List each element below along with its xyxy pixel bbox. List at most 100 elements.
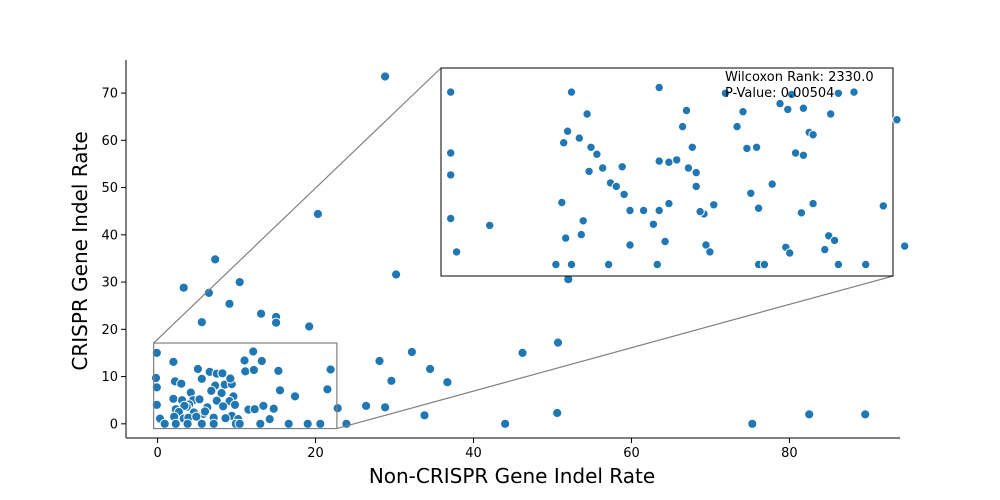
data-point [178,282,189,293]
inset-data-point [826,109,836,119]
data-point [203,287,214,298]
inset-data-point [796,208,807,218]
stat-annotation: P-Value: 0.00504 [725,86,834,101]
inset-data-point [720,88,731,99]
x-tick-label: 80 [781,446,798,461]
inset-data-point [695,206,705,217]
inset-data-point [833,259,844,270]
data-point [248,364,259,376]
y-tick-label: 10 [101,370,118,385]
inset-data-point [561,233,571,243]
data-point [322,384,333,395]
inset-data-point [557,197,567,208]
inset-data-point [562,126,573,136]
data-point [196,418,207,429]
data-point [258,400,269,411]
y-tick-label: 70 [101,87,118,102]
data-point [208,418,219,429]
data-point [159,418,170,429]
inset-data-point [551,259,561,270]
inset-data-point [576,229,586,240]
inset-data-point [892,115,902,125]
inset-data-point [446,213,456,224]
inset-data-point [861,259,871,270]
inset-data-point [664,198,674,209]
inset-data-point [820,244,830,255]
x-tick-label: 60 [623,446,640,461]
inset-data-point [681,105,692,116]
inset-data-point [660,236,670,247]
inset-data-point [446,148,456,158]
data-point [224,298,235,309]
data-point [289,391,301,402]
data-point [176,378,187,389]
inset-data-point [783,104,793,115]
x-tick-label: 0 [153,446,161,461]
data-point [240,366,251,377]
inset-data-point [559,138,569,148]
data-point [302,418,313,429]
data-point [552,337,564,348]
data-point [234,277,245,288]
inset-data-point [691,167,701,178]
data-point [216,388,227,399]
inset-data-point [767,179,777,189]
data-point [229,399,241,410]
data-point [151,347,162,358]
y-tick-label: 0 [110,417,118,432]
data-point [256,355,267,367]
inset-data-point [746,188,756,199]
data-point [406,346,417,358]
data-point [325,364,336,375]
data-point [386,375,397,386]
inset-data-point [900,241,910,251]
data-point [150,372,162,384]
data-point [210,254,221,265]
inset-data-point [829,235,840,246]
y-tick-label: 20 [101,323,118,338]
data-point [196,317,207,328]
y-tick-label: 50 [101,181,118,196]
data-point [374,355,385,367]
data-point [500,418,511,429]
inset-data-point [611,181,621,192]
data-point [747,418,758,429]
inset-data-point [566,259,577,270]
data-point [391,269,402,280]
inset-data-point [582,109,592,119]
data-point [274,385,286,396]
inset-data-point [787,89,797,100]
inset-data-point [654,205,664,216]
data-point [425,363,436,375]
y-tick-label: 40 [101,228,118,243]
inset-data-point [738,107,748,117]
inset-data-point [672,155,682,165]
inset-data-point [798,150,809,161]
inset-data-point [598,163,608,173]
data-point [218,401,229,412]
inset-data-point [691,181,701,192]
data-point [315,418,326,429]
inset-data-point [849,87,859,97]
inset-data-point [798,103,809,113]
inset-data-point [753,203,764,213]
data-point [211,395,222,406]
data-point [191,411,202,422]
data-point [271,317,282,328]
x-tick-label: 20 [307,446,324,461]
zoom-region-box [153,342,338,430]
x-tick-label: 40 [465,446,482,461]
inset-data-point [742,143,752,154]
zoom-connector-line [153,67,442,344]
stat-annotation: Wilcoxon Rank: 2330.0 [725,70,874,85]
inset-data-point [701,240,711,250]
inset-data-point [574,133,584,143]
data-point [196,373,207,384]
data-point [199,406,211,417]
inset-data-point [705,247,715,257]
data-point [206,385,217,396]
data-point [552,407,563,419]
inset-data-point [654,156,664,166]
data-point [182,418,193,429]
data-point [255,418,266,429]
